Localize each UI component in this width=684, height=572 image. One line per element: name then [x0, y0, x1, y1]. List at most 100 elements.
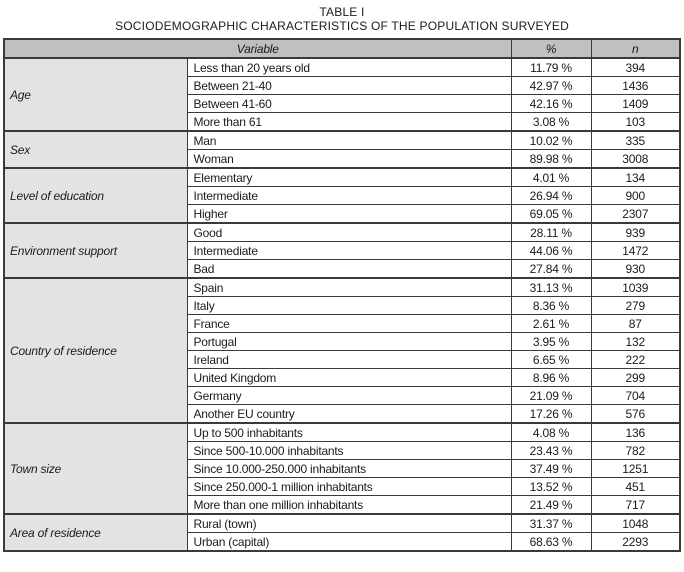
category-cell: Elementary: [187, 167, 512, 187]
percent-cell: 8.96 %: [510, 368, 592, 387]
variable-group-label: Sex: [3, 130, 189, 169]
table-row: Town size Up to 500 inhabitants 4.08 % 136: [3, 422, 681, 515]
percent-cell: 42.16 %: [510, 94, 592, 113]
percent-cell: 42.97 %: [510, 76, 592, 95]
percent-cell: 4.08 %: [510, 422, 592, 442]
percent-cell: 4.01 %: [510, 167, 592, 187]
n-cell: 576: [590, 404, 681, 424]
table-row: Age Less than 20 years old 11.79 % 394: [3, 57, 681, 132]
category-cell: Ireland: [187, 350, 512, 369]
percent-cell: 8.36 %: [510, 296, 592, 315]
percent-cell: 17.26 %: [510, 404, 592, 424]
variable-group-label: Country of residence: [3, 277, 189, 424]
n-cell: 900: [590, 186, 681, 205]
table-row: Between 41-60 42.16 % 1409: [4, 94, 681, 113]
category-cell: Portugal: [187, 332, 512, 351]
table-row: Portugal 3.95 % 132: [4, 332, 681, 351]
n-cell: 1048: [590, 513, 681, 533]
table-row: More than one million inhabitants 21.49 %…: [4, 495, 681, 515]
table-row: Environment support Good 28.11 % 939: [3, 222, 681, 279]
n-cell: 1472: [590, 241, 681, 260]
table-row: Intermediate 26.94 % 900: [4, 186, 681, 205]
table-row: Ireland 6.65 % 222: [4, 350, 681, 369]
table-row: Woman 89.98 % 3008: [4, 149, 681, 169]
table-row: Level of education Elementary 4.01 % 134: [3, 167, 681, 224]
n-cell: 1409: [590, 94, 681, 113]
percent-cell: 21.49 %: [510, 495, 592, 515]
n-cell: 299: [590, 368, 681, 387]
percent-cell: 10.02 %: [510, 130, 592, 150]
n-cell: 2307: [590, 204, 681, 224]
table-row: Sex Man 10.02 % 335: [3, 130, 681, 169]
category-cell: Germany: [187, 386, 512, 405]
table-row: United Kingdom 8.96 % 299: [4, 368, 681, 387]
category-cell: Man: [187, 130, 512, 150]
percent-cell: 28.11 %: [510, 222, 592, 242]
percent-cell: 31.37 %: [510, 513, 592, 533]
percent-cell: 31.13 %: [510, 277, 592, 297]
percent-cell: 27.84 %: [510, 259, 592, 279]
table-row: Urban (capital) 68.63 % 2293: [4, 532, 681, 552]
column-header-percent: %: [510, 38, 592, 59]
category-cell: Intermediate: [187, 241, 512, 260]
table-row: Since 10.000-250.000 inhabitants 37.49 % 1…: [4, 459, 681, 478]
percent-cell: 69.05 %: [510, 204, 592, 224]
percent-cell: 13.52 %: [510, 477, 592, 496]
n-cell: 87: [590, 314, 681, 333]
category-cell: Woman: [187, 149, 512, 169]
percent-cell: 3.95 %: [510, 332, 592, 351]
category-cell: United Kingdom: [187, 368, 512, 387]
n-cell: 1436: [590, 76, 681, 95]
table-body: Age Less than 20 years old 11.79 % 394 Betwe…: [3, 57, 681, 552]
category-cell: Rural (town): [187, 513, 512, 533]
variable-group-label: Area of residence: [3, 513, 189, 552]
header-row: Variable % n: [3, 38, 681, 59]
percent-cell: 11.79 %: [510, 57, 592, 77]
n-cell: 717: [590, 495, 681, 515]
table-caption: TABLE I SOCIODEMOGRAPHIC CHARACTERISTICS…: [0, 0, 684, 33]
n-cell: 394: [590, 57, 681, 77]
percent-cell: 3.08 %: [510, 112, 592, 132]
variable-group-label: Environment support: [3, 222, 189, 279]
category-cell: Up to 500 inhabitants: [187, 422, 512, 442]
n-cell: 279: [590, 296, 681, 315]
n-cell: 134: [590, 167, 681, 187]
n-cell: 451: [590, 477, 681, 496]
n-cell: 939: [590, 222, 681, 242]
table-row: Germany 21.09 % 704: [4, 386, 681, 405]
category-cell: Spain: [187, 277, 512, 297]
category-cell: More than 61: [187, 112, 512, 132]
percent-cell: 68.63 %: [510, 532, 592, 552]
n-cell: 335: [590, 130, 681, 150]
table-row: Since 250.000-1 million inhabitants 13.52…: [4, 477, 681, 496]
variable-group-label: Level of education: [3, 167, 189, 224]
n-cell: 782: [590, 441, 681, 460]
percent-cell: 6.65 %: [510, 350, 592, 369]
category-cell: Since 500-10.000 inhabitants: [187, 441, 512, 460]
column-header-n: n: [590, 38, 681, 59]
percent-cell: 26.94 %: [510, 186, 592, 205]
table-row: Area of residence Rural (town) 31.37 % 1048: [3, 513, 681, 552]
category-cell: Good: [187, 222, 512, 242]
category-cell: Between 21-40: [187, 76, 512, 95]
percent-cell: 37.49 %: [510, 459, 592, 478]
table-row: Higher 69.05 % 2307: [4, 204, 681, 224]
category-cell: Intermediate: [187, 186, 512, 205]
percent-cell: 44.06 %: [510, 241, 592, 260]
n-cell: 1251: [590, 459, 681, 478]
category-cell: Urban (capital): [187, 532, 512, 552]
n-cell: 136: [590, 422, 681, 442]
table-row: Between 21-40 42.97 % 1436: [4, 76, 681, 95]
category-cell: Bad: [187, 259, 512, 279]
table-row: Intermediate 44.06 % 1472: [4, 241, 681, 260]
n-cell: 704: [590, 386, 681, 405]
category-cell: Since 10.000-250.000 inhabitants: [187, 459, 512, 478]
n-cell: 103: [590, 112, 681, 132]
n-cell: 222: [590, 350, 681, 369]
table-row: Country of residence Spain 31.13 % 1039: [3, 277, 681, 424]
category-cell: France: [187, 314, 512, 333]
n-cell: 1039: [590, 277, 681, 297]
category-cell: Another EU country: [187, 404, 512, 424]
table-number: TABLE I: [319, 5, 365, 19]
n-cell: 2293: [590, 532, 681, 552]
